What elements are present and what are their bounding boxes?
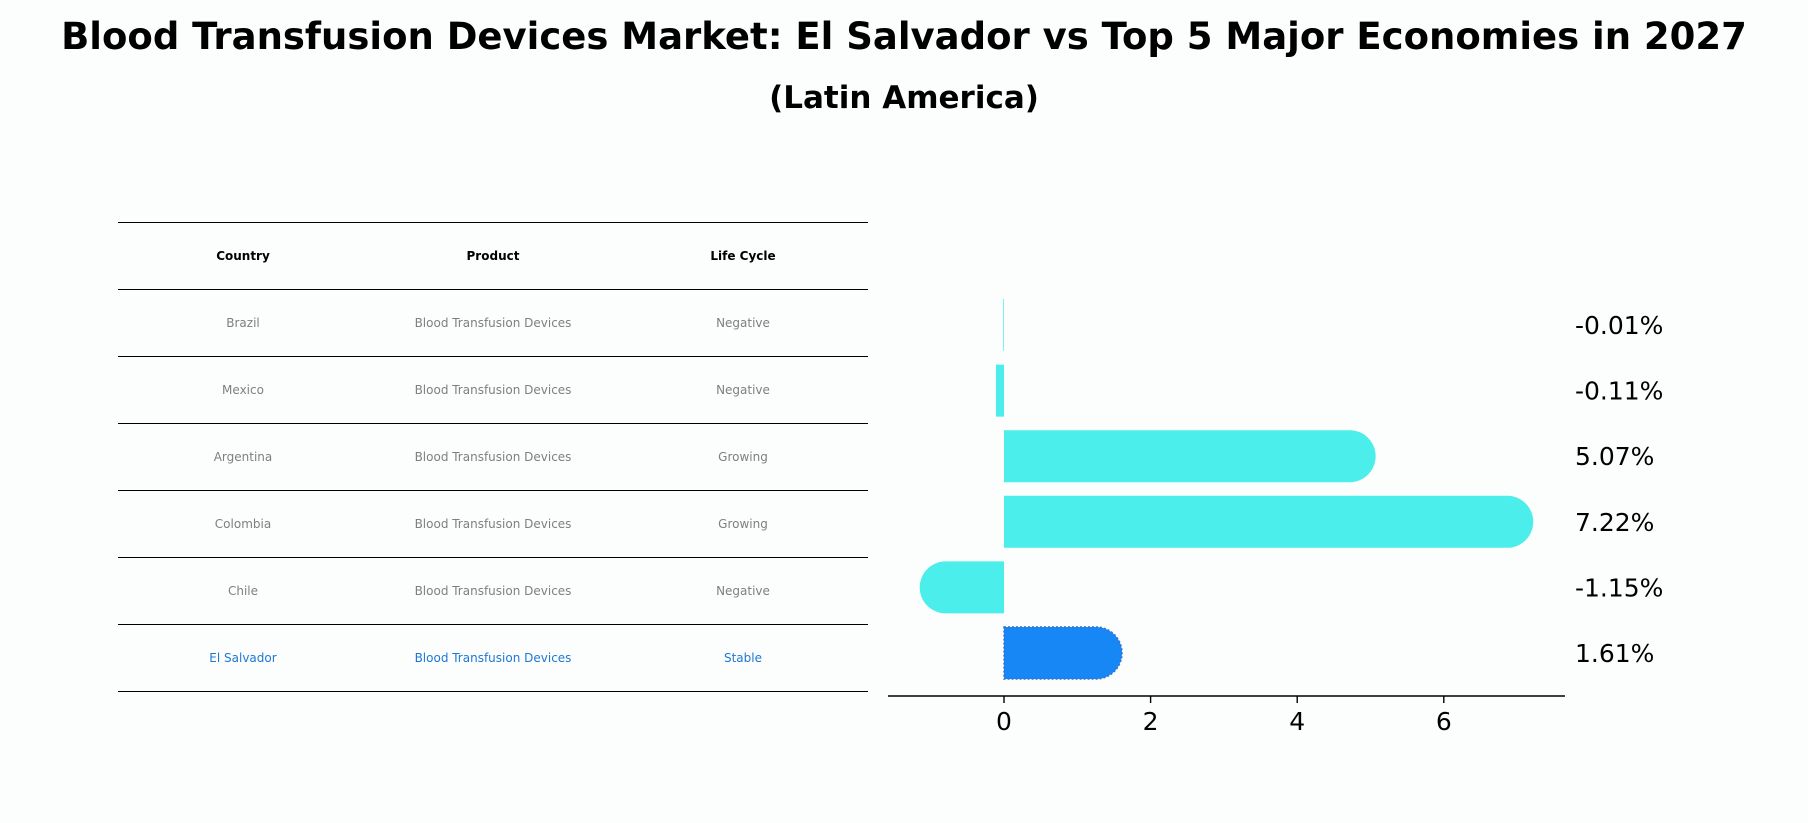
x-ticks-layer: 0 2 4 6	[996, 696, 1452, 736]
cell-life-cycle: Negative	[716, 584, 770, 598]
data-label: -0.01%	[1575, 311, 1663, 340]
header-life-cycle: Life Cycle	[710, 249, 776, 263]
table-header-row: Country Product Life Cycle	[118, 222, 868, 289]
cell-product: Blood Transfusion Devices	[414, 651, 572, 665]
table-row: Colombia Blood Transfusion Devices Growi…	[118, 490, 868, 557]
table-row: Argentina Blood Transfusion Devices Grow…	[118, 423, 868, 490]
x-tick-label: 6	[1436, 707, 1452, 736]
x-tick-label: 4	[1289, 707, 1305, 736]
cell-life-cycle: Stable	[723, 651, 762, 665]
cell-product: Blood Transfusion Devices	[414, 517, 572, 531]
header-country: Country	[216, 249, 270, 263]
cell-country: El Salvador	[209, 651, 277, 665]
cell-product: Blood Transfusion Devices	[414, 584, 572, 598]
cell-country: Brazil	[226, 316, 260, 330]
data-label: 5.07%	[1575, 442, 1654, 471]
cell-life-cycle: Negative	[716, 316, 770, 330]
chart-title: Blood Transfusion Devices Market: El Sal…	[61, 15, 1747, 58]
bar-el-salvador	[1003, 626, 1123, 680]
cell-product: Blood Transfusion Devices	[414, 316, 572, 330]
chart-subtitle: (Latin America)	[769, 80, 1039, 116]
cell-country: Mexico	[222, 383, 264, 397]
bar-argentina	[1004, 430, 1376, 483]
bars-layer	[919, 299, 1534, 680]
header-product: Product	[466, 249, 520, 263]
table-row: Mexico Blood Transfusion Devices Negativ…	[118, 356, 868, 423]
data-labels-layer: -0.01% -0.11% 5.07% 7.22% -1.15% 1.61%	[1575, 311, 1663, 668]
cell-life-cycle: Growing	[718, 450, 768, 464]
bar-mexico	[995, 364, 1004, 417]
table-row: Brazil Blood Transfusion Devices Negativ…	[118, 289, 868, 356]
table-row: Chile Blood Transfusion Devices Negative	[118, 557, 868, 624]
cell-country: Argentina	[213, 450, 273, 464]
table-row-highlight: El Salvador Blood Transfusion Devices St…	[118, 624, 868, 692]
cell-country: Chile	[227, 584, 259, 598]
cell-country: Colombia	[214, 517, 272, 531]
bar-brazil	[1003, 299, 1004, 351]
data-label: 1.61%	[1575, 639, 1654, 668]
bar-colombia	[1004, 495, 1534, 548]
cell-product: Blood Transfusion Devices	[414, 450, 572, 464]
life-cycle-table: Country Product Life Cycle Brazil Blood …	[118, 222, 868, 692]
data-label: -0.11%	[1575, 377, 1663, 406]
cell-life-cycle: Growing	[718, 517, 768, 531]
x-tick-label: 0	[996, 707, 1012, 736]
x-tick-label: 2	[1143, 707, 1159, 736]
cell-product: Blood Transfusion Devices	[414, 383, 572, 397]
data-label: 7.22%	[1575, 508, 1654, 537]
bar-chile	[919, 561, 1004, 614]
cell-life-cycle: Negative	[716, 383, 770, 397]
data-label: -1.15%	[1575, 573, 1663, 602]
